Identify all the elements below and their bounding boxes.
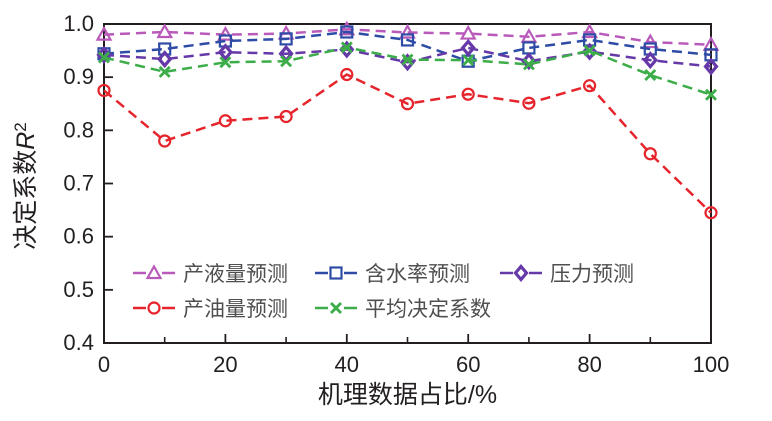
legend-label: 压力预测 [550, 263, 634, 286]
triangle-marker [95, 25, 113, 41]
x-marker-stroke [644, 69, 657, 82]
x-marker-stroke [705, 88, 717, 101]
y-tick-label: 0.6 [63, 224, 94, 249]
circle-marker [340, 67, 354, 82]
x-tick-label: 100 [693, 352, 730, 377]
circle-marker [643, 147, 657, 161]
x-tick-label: 40 [335, 352, 359, 377]
diamond-marker [582, 42, 598, 61]
y-axis: 0.4 0.5 0.6 0.7 0.8 0.9 1.0 决定系数R2 [11, 11, 113, 355]
x-marker-stroke [219, 56, 232, 69]
circle-marker [218, 114, 232, 128]
x-marker-stroke [462, 54, 475, 67]
x-axis-title: 机理数据占比/% [318, 381, 497, 409]
triangle-marker [399, 23, 416, 39]
circle-marker [704, 206, 718, 220]
y-axis-title: 决定系数R2 [11, 122, 40, 250]
y-tick-label: 1.0 [63, 11, 94, 36]
circle-marker [582, 79, 597, 93]
triangle-marker [641, 33, 659, 49]
triangle-marker [156, 23, 174, 39]
circle-marker [97, 83, 111, 98]
legend-label: 产液量预测 [183, 263, 288, 286]
x-marker-stroke [401, 53, 414, 66]
legend-item-water-cut-forecast: 含水率预测 [315, 263, 470, 286]
x-marker-stroke [583, 44, 596, 57]
legend-item-average-r2: 平均决定系数 [315, 298, 491, 321]
x-tick-label: 80 [577, 352, 601, 377]
plot-border [103, 23, 712, 344]
diamond-marker [642, 51, 658, 70]
series-oil-production-forecast [97, 67, 718, 220]
series-line [103, 46, 712, 68]
legend-label: 平均决定系数 [365, 298, 491, 321]
x-tick-label: 0 [98, 352, 110, 377]
circle-marker [461, 87, 475, 101]
legend-label: 产油量预测 [183, 298, 288, 321]
series-line [103, 30, 712, 63]
circle-marker [147, 301, 161, 315]
triangle-marker [145, 264, 163, 280]
x-marker-stroke [340, 41, 353, 54]
legend-label: 含水率预测 [365, 263, 470, 286]
diamond-marker [513, 264, 529, 282]
triangle-marker [459, 24, 477, 40]
triangle-marker [217, 25, 234, 41]
square-marker [340, 25, 354, 39]
x-marker-stroke [522, 58, 535, 71]
x-tick-label: 20 [213, 352, 237, 377]
x-axis: 0 20 40 60 80 100 机理数据占比/% [98, 334, 729, 409]
circle-marker [279, 109, 293, 124]
circle-marker [522, 96, 536, 110]
y-tick-label: 0.7 [63, 171, 94, 196]
diamond-marker [217, 43, 233, 62]
series-average-r2 [98, 41, 717, 101]
legend-item-pressure-forecast: 压力预测 [500, 263, 634, 286]
square-marker [400, 33, 415, 47]
diamond-marker [157, 50, 173, 69]
legend-item-oil-production-forecast: 产油量预测 [133, 298, 288, 321]
square-marker [329, 266, 343, 280]
y-tick-label: 0.5 [63, 277, 94, 302]
square-marker [279, 32, 293, 46]
x-marker-stroke [330, 302, 342, 314]
triangle-marker [338, 20, 356, 36]
x-marker-stroke [158, 65, 171, 78]
series-line [103, 73, 712, 214]
circle-marker [400, 97, 415, 111]
y-tick-label: 0.8 [63, 117, 94, 142]
y-tick-label: 0.4 [63, 330, 94, 355]
series-line [103, 28, 712, 46]
diamond-marker [460, 38, 476, 57]
y-tick-label: 0.9 [63, 64, 94, 89]
x-marker-stroke [280, 55, 293, 68]
legend-item-liquid-production-forecast: 产液量预测 [133, 263, 288, 286]
x-marker-stroke [98, 51, 110, 64]
circle-marker [158, 134, 172, 148]
triangle-marker [581, 23, 598, 39]
x-tick-label: 60 [456, 352, 480, 377]
diamond-marker [703, 57, 719, 76]
